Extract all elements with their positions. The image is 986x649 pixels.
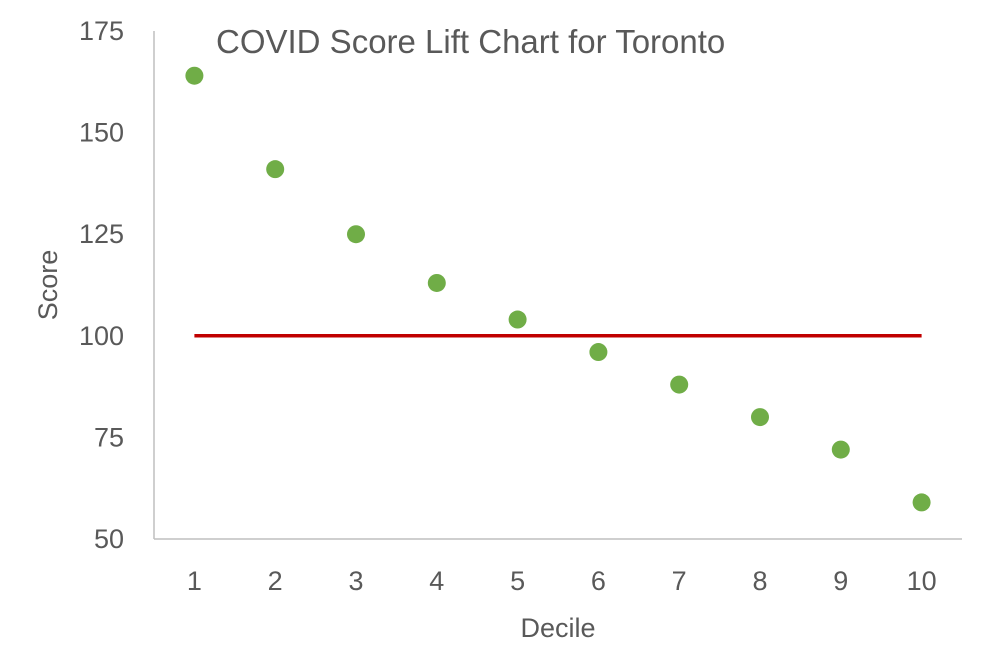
y-tick-label: 150	[79, 118, 124, 148]
x-tick-labels: 1 2 3 4 5 6 7 8 9 10	[187, 566, 937, 596]
data-points	[185, 66, 931, 512]
data-point	[912, 493, 931, 512]
y-tick-label: 175	[79, 16, 124, 46]
data-point	[266, 160, 285, 179]
data-point	[347, 225, 365, 244]
x-tick-label: 5	[510, 566, 525, 596]
x-tick-label: 2	[268, 566, 283, 596]
data-point	[589, 343, 608, 362]
y-axis-title: Score	[33, 250, 63, 321]
chart-title: COVID Score Lift Chart for Toronto	[216, 23, 725, 60]
x-tick-label: 6	[591, 566, 606, 596]
x-tick-label: 3	[348, 566, 363, 596]
y-tick-label: 125	[79, 219, 124, 249]
x-axis-title: Decile	[520, 613, 595, 643]
data-point	[508, 310, 527, 329]
data-point	[670, 375, 689, 394]
y-tick-label: 100	[79, 321, 124, 351]
x-tick-label: 10	[907, 566, 937, 596]
y-tick-label: 50	[94, 524, 124, 554]
y-tick-label: 75	[94, 422, 124, 452]
data-point	[751, 408, 769, 427]
plot-area	[153, 31, 962, 540]
x-tick-label: 8	[752, 566, 767, 596]
x-tick-label: 1	[187, 566, 202, 596]
y-tick-labels: 50 75 100 125 150 175	[79, 16, 124, 554]
x-tick-label: 4	[429, 566, 444, 596]
x-tick-label: 7	[672, 566, 687, 596]
data-point	[427, 273, 446, 292]
data-point	[831, 440, 850, 459]
data-point	[185, 66, 204, 85]
x-tick-label: 9	[833, 566, 848, 596]
